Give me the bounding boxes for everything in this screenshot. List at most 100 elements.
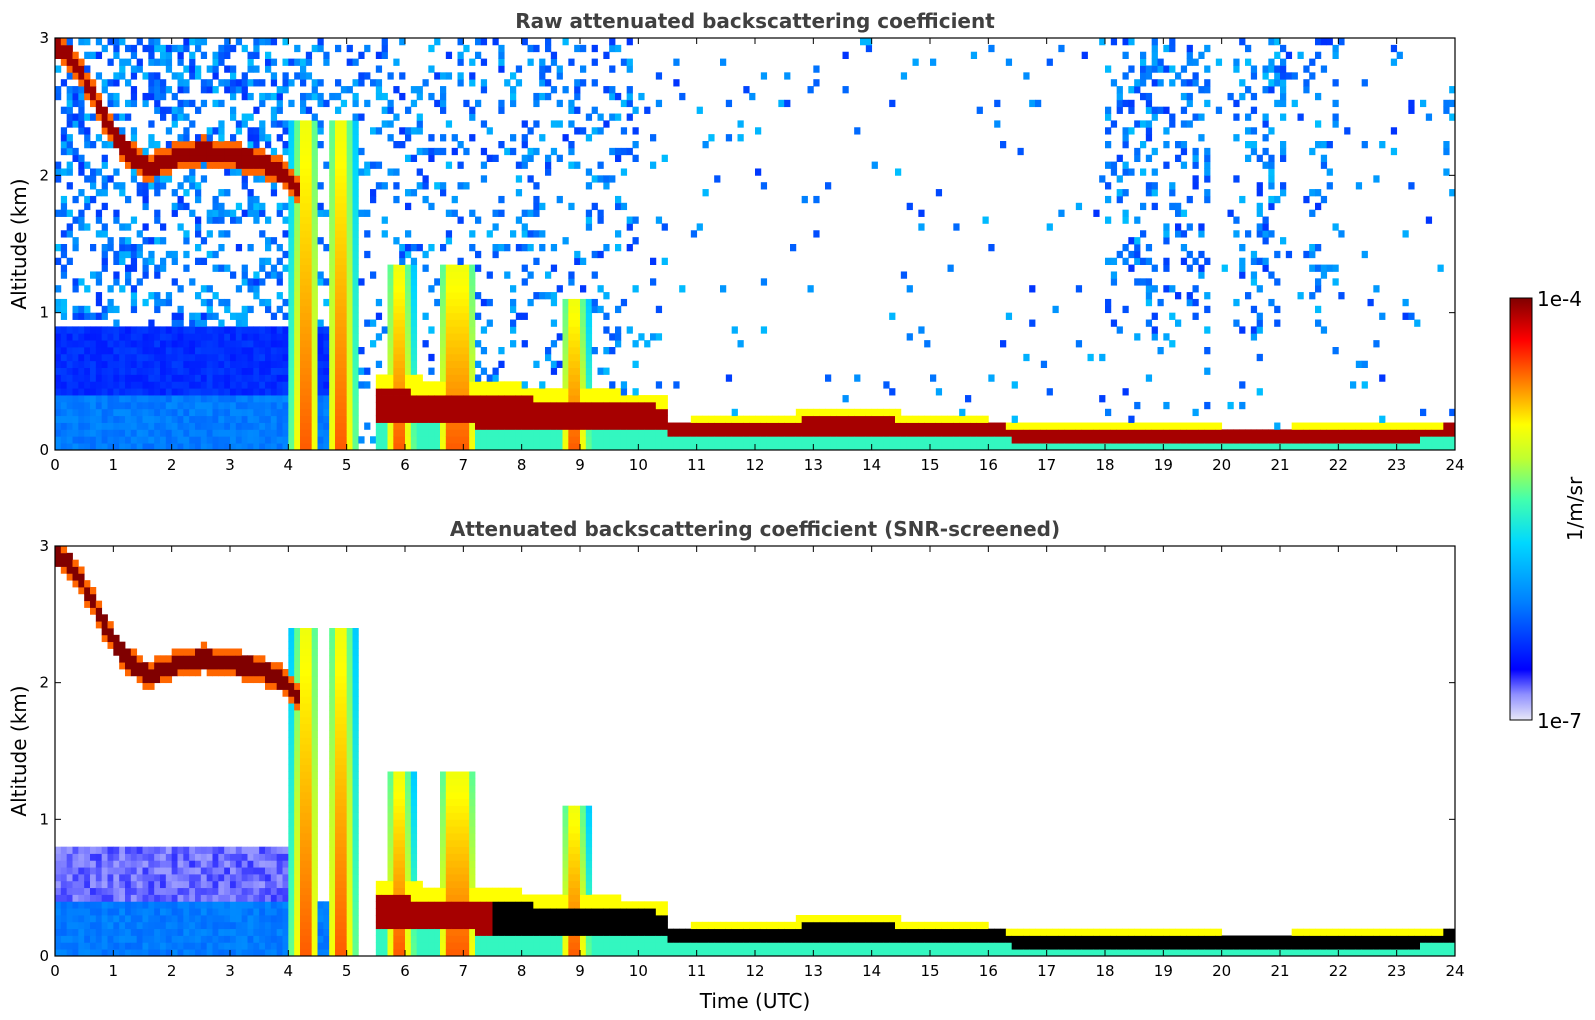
heatmap-cell (533, 401, 540, 410)
heatmap-cell (434, 415, 441, 423)
heatmap-cell (1058, 436, 1065, 444)
heatmap-cell (160, 161, 167, 169)
heatmap-cell (1303, 250, 1310, 259)
heatmap-cell (463, 298, 470, 307)
heatmap-cell (480, 86, 488, 94)
heatmap-cell (189, 846, 196, 854)
heatmap-cell (650, 443, 657, 450)
heatmap-cell (288, 388, 295, 396)
heatmap-cell (189, 154, 196, 162)
heatmap-cell (125, 422, 132, 430)
heatmap-cell (305, 230, 313, 238)
heatmap-cell (72, 195, 79, 204)
heatmap-cell (154, 915, 161, 923)
heatmap-cell (177, 949, 184, 956)
heatmap-cell (521, 134, 528, 142)
heatmap-cell (160, 908, 167, 916)
heatmap-cell (294, 415, 301, 423)
heatmap-cell (66, 38, 73, 46)
heatmap-cell (113, 846, 120, 854)
heatmap-cell (620, 388, 628, 396)
heatmap-cell (142, 853, 149, 861)
heatmap-cell (78, 278, 85, 286)
heatmap-cell (171, 415, 178, 423)
heatmap-cell (1408, 422, 1415, 430)
heatmap-cell (615, 92, 622, 101)
heatmap-cell (195, 189, 202, 197)
heatmap-cell (515, 401, 523, 410)
heatmap-cell (498, 347, 505, 355)
heatmap-cell (352, 401, 359, 410)
heatmap-cell (276, 347, 283, 355)
heatmap-cell (107, 641, 114, 649)
heatmap-cell (1145, 319, 1153, 327)
heatmap-cell (673, 79, 680, 87)
heatmap-cell (288, 58, 295, 66)
heatmap-cell (294, 422, 301, 430)
heatmap-cell (311, 374, 318, 382)
heatmap-cell (399, 422, 406, 430)
heatmap-cell (457, 443, 464, 450)
heatmap-cell (574, 86, 581, 94)
heatmap-cell (556, 154, 563, 162)
heatmap-cell (265, 360, 272, 368)
heatmap-cell (1075, 429, 1083, 437)
heatmap-cell (84, 908, 91, 916)
heatmap-cell (189, 894, 196, 902)
heatmap-cell (393, 141, 400, 149)
heatmap-cell (475, 216, 482, 224)
heatmap-cell (1379, 436, 1386, 444)
heatmap-cell (282, 374, 289, 382)
heatmap-cell (457, 415, 464, 423)
heatmap-cell (165, 949, 173, 956)
heatmap-cell (580, 429, 587, 437)
heatmap-cell (247, 141, 254, 149)
heatmap-cell (113, 141, 120, 149)
heatmap-cell (72, 429, 79, 437)
x-tick-label: 14 (862, 456, 881, 474)
heatmap-cell (1297, 113, 1304, 121)
heatmap-cell (66, 935, 73, 943)
heatmap-cell (288, 223, 295, 231)
heatmap-cell (1145, 189, 1153, 197)
heatmap-cell (113, 113, 120, 121)
heatmap-cell (1250, 326, 1258, 334)
heatmap-cell (702, 436, 709, 444)
heatmap-cell (113, 867, 120, 875)
heatmap-cell (66, 360, 73, 368)
heatmap-cell (539, 395, 546, 403)
heatmap-cell (130, 353, 138, 362)
heatmap-cell (1326, 264, 1333, 272)
heatmap-cell (1175, 202, 1182, 211)
heatmap-cell (101, 257, 108, 265)
heatmap-cell (498, 244, 505, 252)
heatmap-cell (1046, 58, 1053, 66)
heatmap-cell (352, 216, 359, 224)
heatmap-cell (1274, 195, 1281, 204)
heatmap-cell (311, 79, 318, 87)
heatmap-cell (317, 79, 324, 87)
heatmap-cell (451, 209, 458, 217)
heatmap-cell (84, 408, 91, 417)
heatmap-cell (218, 161, 225, 169)
heatmap-cell (305, 360, 313, 368)
heatmap-cell (177, 44, 184, 53)
heatmap-cell (113, 347, 120, 355)
heatmap-cell (288, 147, 295, 156)
heatmap-cell (323, 333, 330, 341)
heatmap-cell (305, 381, 313, 389)
heatmap-cell (399, 38, 406, 46)
heatmap-cell (189, 58, 196, 66)
heatmap-cell (241, 360, 248, 368)
heatmap-cell (276, 429, 283, 437)
heatmap-cell (1087, 429, 1094, 437)
heatmap-cell (591, 127, 598, 135)
heatmap-cell (154, 154, 161, 162)
heatmap-cell (959, 415, 966, 423)
heatmap-cell (276, 374, 283, 382)
heatmap-cell (1151, 189, 1158, 197)
heatmap-cell (1344, 429, 1351, 437)
heatmap-cell (311, 395, 318, 403)
heatmap-cell (171, 942, 178, 950)
heatmap-cell (1390, 429, 1398, 437)
